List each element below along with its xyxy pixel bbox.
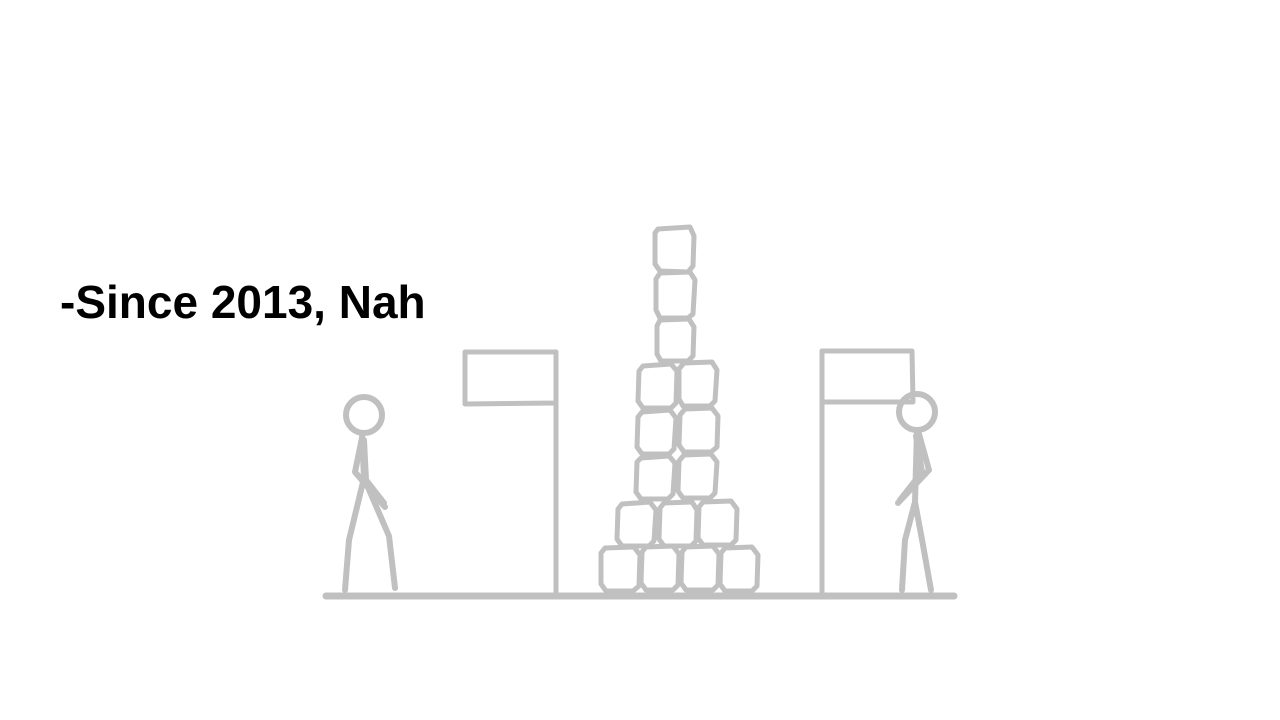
block-tower-icon [598, 224, 761, 594]
tower-block [653, 269, 698, 321]
left-figure-head [343, 394, 385, 436]
tower-block [598, 544, 643, 594]
tower-block [675, 451, 720, 501]
left-stick-figure-icon [342, 394, 398, 593]
tower-block [678, 543, 722, 593]
tower-block [635, 361, 680, 411]
tower-block [695, 498, 740, 548]
right-figure-head [896, 391, 938, 433]
right-figure-leg-right [912, 499, 934, 593]
right-figure-leg-left [899, 499, 918, 593]
slide-caption: -Since 2013, Nah [60, 276, 426, 328]
left-flag-icon [462, 349, 559, 597]
tower-block [652, 224, 697, 275]
tower-block [654, 316, 697, 364]
left-figure-arm-2 [361, 437, 387, 506]
tower-block [634, 407, 679, 457]
left-flag-banner [462, 349, 559, 407]
tower-block [656, 499, 700, 549]
right-stick-figure-icon [895, 391, 938, 593]
tower-block [633, 453, 678, 502]
tower-block [676, 359, 720, 409]
right-figure-arm-2 [897, 433, 925, 503]
left-figure-leg-right [361, 475, 398, 591]
tower-block [614, 499, 659, 549]
tower-block [717, 544, 761, 594]
tower-block [638, 543, 682, 593]
tower-block [676, 405, 721, 455]
right-flag-icon [819, 348, 916, 597]
left-figure-leg-left [342, 475, 367, 593]
right-flag-banner [819, 348, 916, 405]
